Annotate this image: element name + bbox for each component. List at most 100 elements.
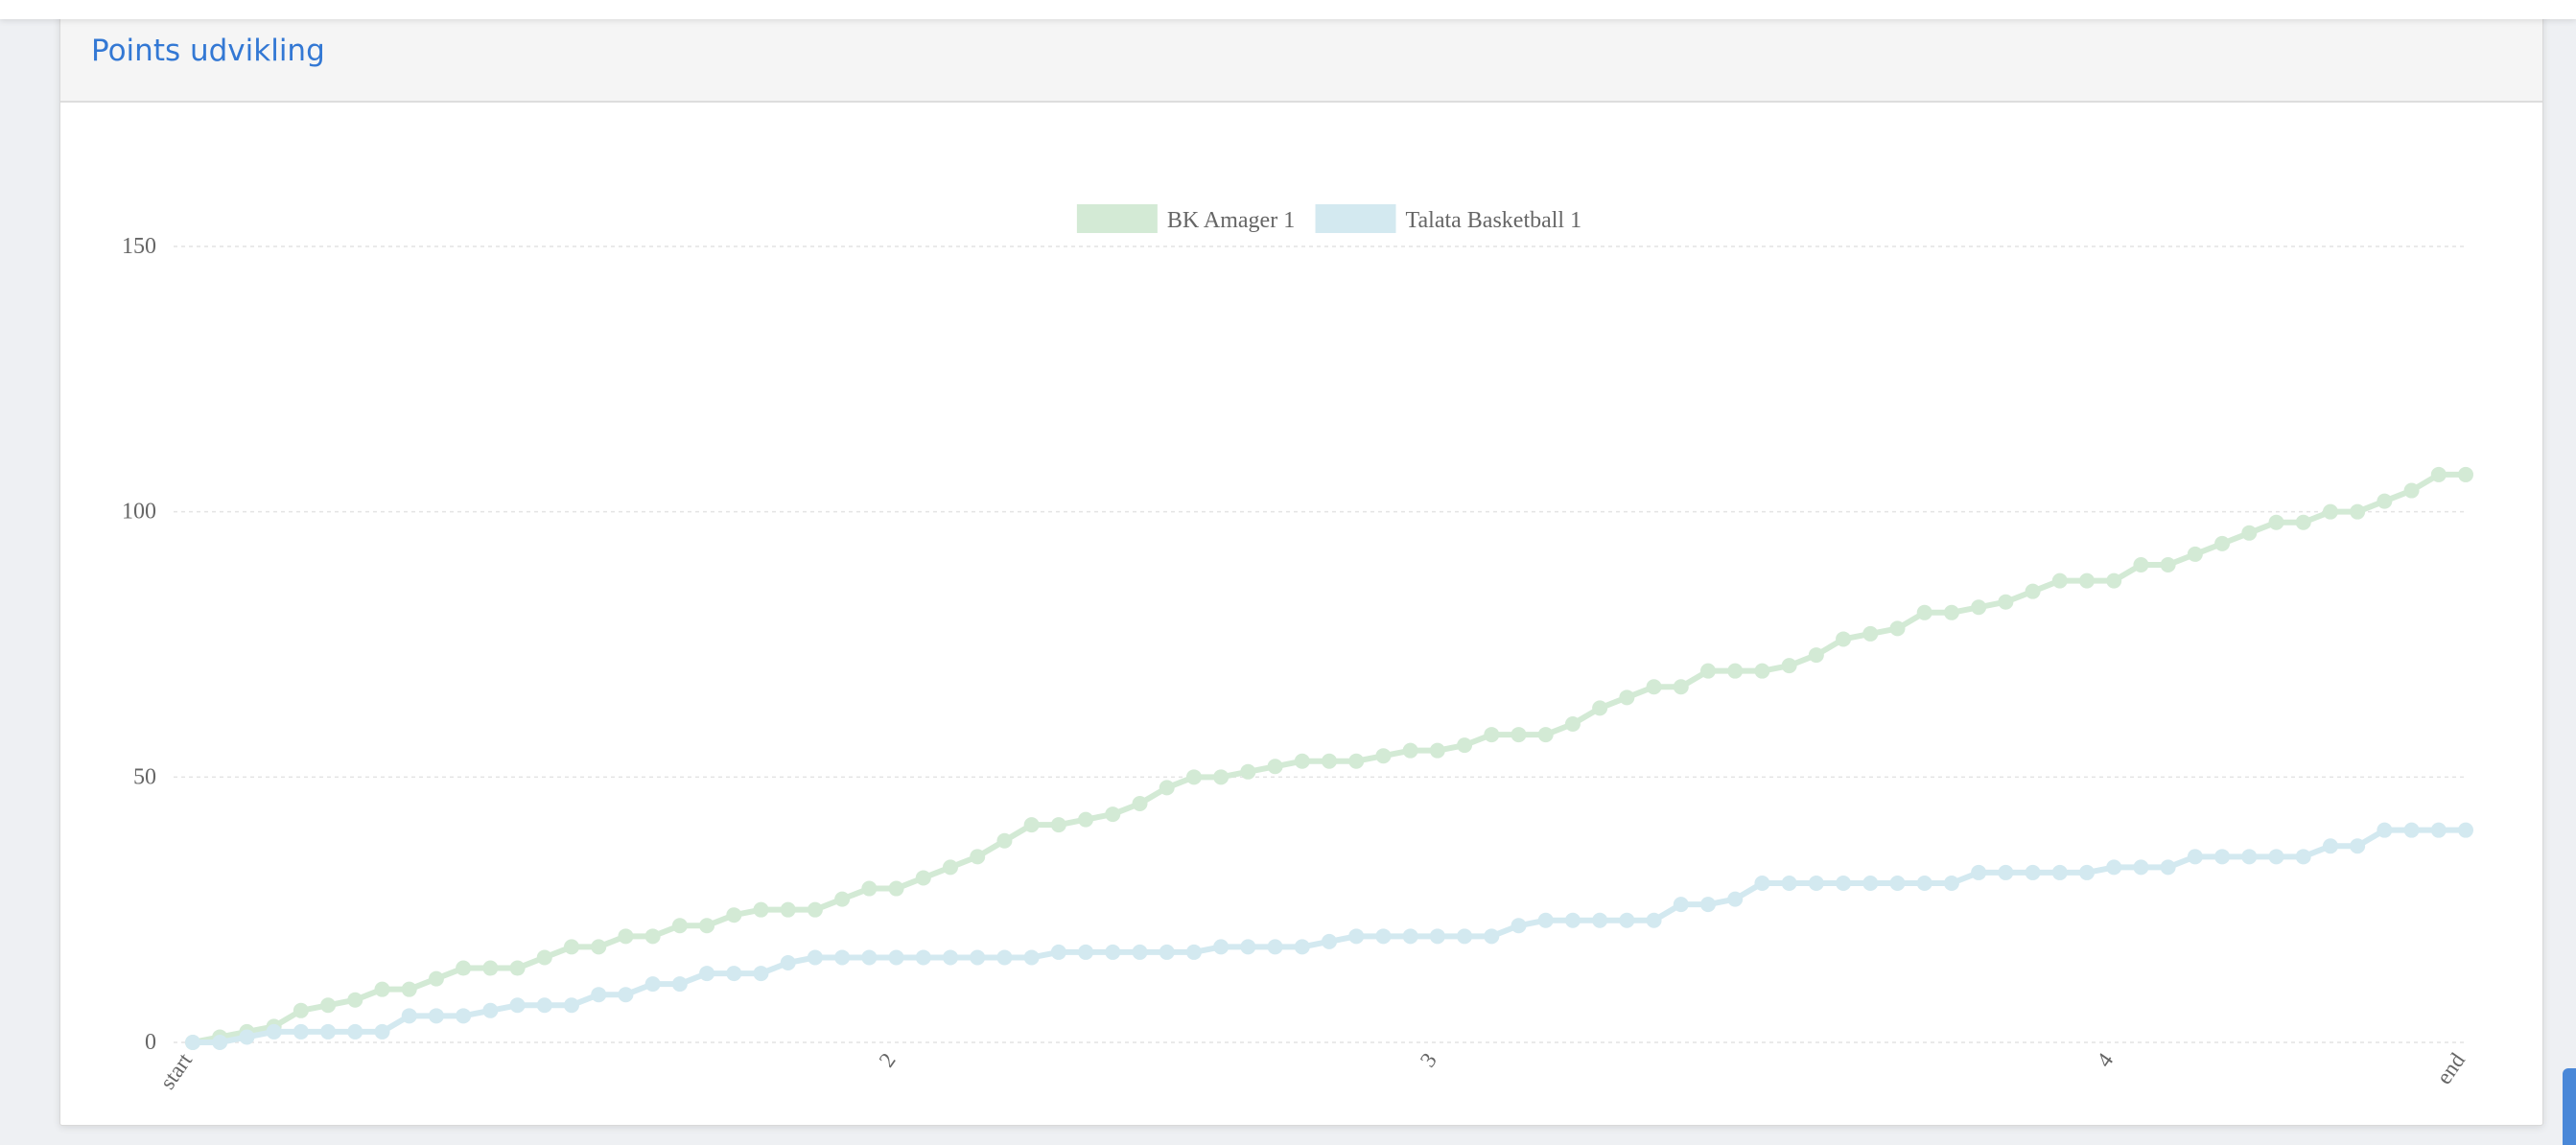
data-point [1592,912,1608,928]
points-line-chart: 0 50 100 150 BK Amager 1 Talata Basketball 1… [122,204,2473,1093]
data-point [1402,742,1418,759]
data-point [2295,514,2311,530]
data-point [943,859,958,876]
data-point [2403,482,2420,499]
data-point [2430,466,2447,482]
data-point [239,1029,255,1045]
data-point [1727,891,1744,907]
chart-legend: BK Amager 1 Talata Basketball 1 [1076,204,1581,233]
data-point [1754,663,1770,679]
data-point [591,939,607,955]
data-point [1185,769,1202,785]
x-tick-label: 4 [2092,1048,2118,1071]
data-point [1132,944,1148,960]
data-point [753,901,769,918]
data-point [1943,876,1959,891]
data-point [618,928,634,945]
data-point [943,949,958,966]
side-tab[interactable] [2563,1068,2576,1145]
data-point [1322,933,1337,949]
data-point [1700,897,1716,913]
data-point [1484,928,1500,945]
data-point [2106,859,2122,876]
data-point [1808,647,1824,664]
data-point [780,955,796,970]
data-point [1646,912,1662,928]
data-point [671,918,688,934]
data-point [1484,727,1500,743]
y-tick-label: 50 [133,764,156,789]
data-point [996,832,1013,849]
data-point [2133,557,2149,572]
legend-item: Talata Basketball 1 [1315,204,1581,233]
data-point [1023,949,1040,966]
data-point [1998,594,2014,610]
data-point [347,1023,363,1040]
data-point [1348,928,1365,945]
data-point [1537,912,1554,928]
data-point [2214,535,2231,551]
data-point [644,976,661,993]
data-point [347,992,363,1008]
data-point [2377,822,2393,838]
y-tick-label: 0 [145,1030,156,1055]
data-point [2241,849,2258,865]
data-point [1457,737,1473,754]
data-point [1781,658,1797,674]
data-point [888,949,904,966]
data-point [1889,876,1906,891]
x-tick-label: end [2432,1048,2471,1088]
data-point [2025,583,2041,599]
data-point [482,960,499,976]
data-point [1185,944,1202,960]
x-tick-label: 3 [1416,1049,1441,1072]
data-point [1564,912,1581,928]
data-point [780,901,796,918]
data-point [1619,912,1635,928]
data-point [1754,876,1770,891]
data-point [1375,928,1392,945]
data-point [1510,727,1527,743]
x-tick-label: start [155,1048,198,1093]
y-tick-label: 100 [122,500,156,525]
data-point [1429,742,1445,759]
data-point [1023,817,1040,833]
legend-swatch [1315,204,1396,233]
data-point [644,928,661,945]
top-navbar [0,0,2576,19]
data-point [293,1023,309,1040]
data-point [509,960,526,976]
data-point [2268,514,2284,530]
data-point [1836,631,1852,647]
data-point [2160,557,2176,572]
data-point [2322,503,2338,520]
data-point [1267,939,1283,955]
data-point [1889,620,1906,637]
data-point [1429,928,1445,945]
data-point [2430,822,2447,838]
data-point [374,1023,390,1040]
data-point [1510,918,1527,934]
data-point [1916,604,1932,620]
data-point [1294,939,1310,955]
data-point [2458,466,2473,482]
data-point [753,966,769,982]
data-point [293,1002,309,1018]
data-point [185,1035,200,1050]
data-point [482,1002,499,1018]
data-point [1619,689,1635,706]
data-point [374,981,390,997]
data-point [2350,838,2366,854]
data-point [1267,759,1283,775]
data-point [996,949,1013,966]
data-point [1781,876,1797,891]
data-point [1971,599,1987,616]
data-point [401,1008,417,1024]
data-point [320,997,337,1014]
chart-series [185,466,2473,1050]
data-point [1348,753,1365,769]
data-point [807,901,823,918]
data-point [1240,763,1256,780]
data-point [1159,944,1175,960]
data-point [456,960,472,976]
